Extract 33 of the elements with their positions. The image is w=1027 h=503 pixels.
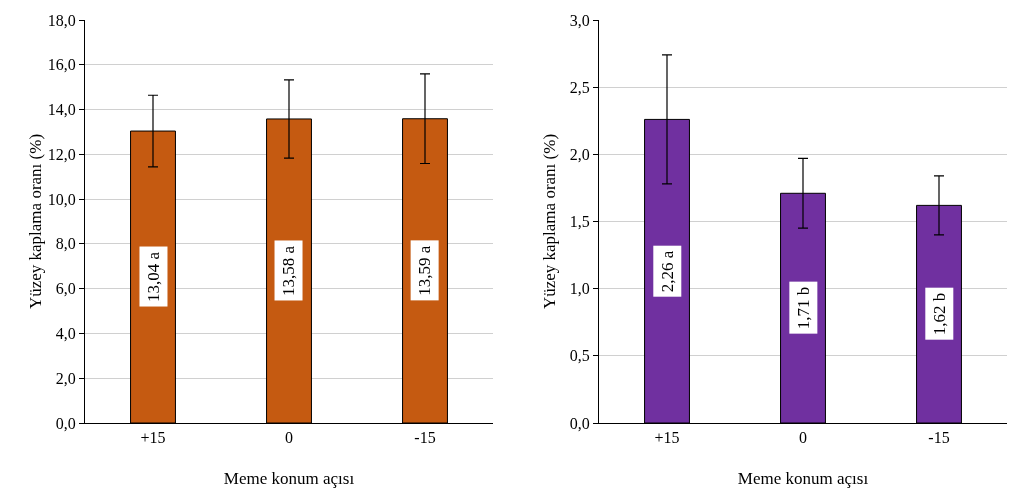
y-tick-label: 4,0 [55,325,76,343]
y-tick-label: 0,0 [55,414,76,432]
y-tick-label: 2,5 [569,78,590,96]
y-tick-label: 2,0 [569,145,590,163]
x-axis-title: Meme konum açısı [737,469,869,488]
y-tick-label: 16,0 [47,56,76,74]
data-label: 2,26 a [657,250,677,293]
y-tick-label: 12,0 [47,145,76,163]
data-label: 1,71 b [793,286,813,330]
y-axis-title: Yüzey kaplama oranı (%) [540,133,559,310]
y-axis-title: Yüzey kaplama oranı (%) [26,133,45,310]
data-label: 1,62 b [929,292,949,336]
y-tick-label: 8,0 [55,235,76,253]
data-label: 13,59 a [415,245,435,296]
x-tick-label: -15 [414,429,436,447]
y-tick-label: 10,0 [47,190,76,208]
x-tick-label: +15 [140,429,166,447]
y-tick-label: 14,0 [47,101,76,119]
y-tick-label: 0,0 [569,414,590,432]
y-tick-label: 6,0 [55,280,76,298]
y-tick-label: 1,5 [569,213,590,231]
x-tick-label: +15 [654,429,680,447]
x-tick-label: 0 [285,429,293,447]
x-axis-title: Meme konum açısı [223,469,355,488]
data-label: 13,04 a [143,251,163,303]
y-tick-label: 0,5 [569,347,590,365]
x-tick-label: -15 [928,429,950,447]
y-tick-label: 3,0 [569,11,590,29]
y-tick-label: 18,0 [47,11,76,29]
x-tick-label: 0 [799,429,807,447]
y-tick-label: 2,0 [55,369,76,387]
y-tick-label: 1,0 [569,280,590,298]
data-label: 13,58 a [279,245,299,296]
